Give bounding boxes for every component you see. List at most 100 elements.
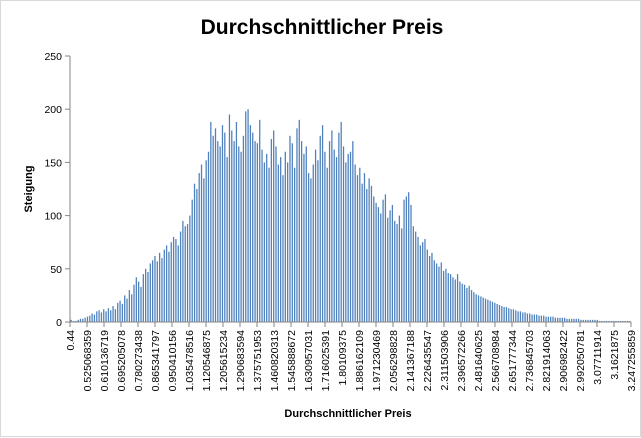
bar (624, 320, 626, 322)
bar (175, 239, 177, 322)
bar (96, 311, 98, 322)
x-tick-label: 1.035478516 (184, 330, 196, 391)
bar (140, 286, 142, 322)
bar (263, 162, 266, 322)
x-axis-label: Durchschnittlicher Preis (284, 408, 411, 420)
x-tick-label: 2.396572266 (456, 330, 468, 391)
bar (496, 303, 498, 322)
bar (154, 256, 156, 322)
bar (338, 132, 340, 322)
bar (403, 199, 405, 322)
bar (319, 135, 321, 322)
bar (422, 242, 424, 322)
bar (359, 167, 361, 322)
y-tick-label: 50 (50, 264, 62, 276)
x-tick-label: 2.821914063 (541, 330, 553, 391)
bar (498, 304, 501, 322)
x-tick-label: 2.736845703 (524, 330, 536, 391)
bar (117, 302, 119, 322)
bar (580, 319, 582, 322)
bar (466, 287, 468, 322)
bar (377, 207, 380, 322)
bar (429, 256, 431, 322)
bar (508, 308, 510, 322)
y-tick-label: 200 (44, 104, 62, 116)
bar (431, 252, 433, 322)
bar (226, 157, 228, 322)
bar (608, 320, 610, 322)
x-tick-label: 1.971230469 (371, 330, 383, 391)
y-axis: 0 50 100 150 200 250 (44, 51, 71, 329)
bar (221, 125, 224, 322)
x-tick-label: 1.716025391 (320, 330, 332, 391)
bar (287, 162, 289, 322)
bar (252, 132, 254, 322)
x-tick-label: 0.865341797 (150, 330, 162, 391)
bar (484, 298, 487, 322)
bar (228, 114, 231, 323)
bar (540, 315, 543, 322)
bar (401, 228, 403, 322)
bar (501, 306, 503, 322)
bar (138, 281, 140, 322)
x-tick-label: 2.141367188 (405, 330, 417, 391)
bar (98, 310, 100, 322)
x-tick-label: 3.07711914 (592, 330, 604, 385)
bar (363, 173, 366, 322)
bar (505, 307, 508, 322)
bar (284, 151, 286, 322)
bar (321, 125, 324, 322)
bar (571, 318, 573, 322)
bar-series (70, 109, 631, 323)
bar (277, 164, 279, 322)
bar (114, 309, 117, 322)
bar (384, 194, 387, 322)
bar (128, 290, 130, 322)
bar (536, 314, 538, 322)
bar (380, 213, 382, 322)
bar (566, 318, 568, 322)
bar (142, 274, 144, 322)
bar (131, 294, 133, 322)
bar (335, 157, 338, 322)
bar (249, 125, 252, 322)
bar (82, 318, 84, 322)
bar (405, 196, 408, 322)
bar (387, 217, 389, 322)
bar (610, 320, 612, 322)
bar (289, 135, 291, 322)
bar (293, 167, 296, 322)
bar (594, 319, 596, 322)
bar (110, 310, 112, 322)
bar (412, 226, 414, 322)
x-tick-label: 0.780273438 (133, 330, 145, 391)
bar (198, 173, 200, 322)
bar (629, 320, 631, 322)
bar (217, 141, 219, 322)
bar (179, 231, 182, 322)
bar (512, 309, 515, 322)
bar (410, 204, 412, 322)
chart-title: Durchschnittlicher Preis (201, 16, 444, 39)
bar (491, 301, 494, 322)
bar (182, 220, 184, 322)
bar (524, 312, 526, 322)
bar (310, 178, 312, 322)
bar (519, 311, 522, 322)
bar (454, 279, 456, 322)
bar (561, 317, 563, 322)
bar (212, 135, 214, 322)
bar (84, 317, 86, 322)
bar (456, 274, 459, 322)
bar (124, 295, 126, 322)
x-tick-label: 1.886162109 (354, 330, 366, 391)
bar (584, 319, 587, 322)
bar (224, 132, 226, 322)
bar (214, 128, 217, 322)
bar (282, 175, 284, 322)
bar (619, 320, 622, 322)
bar (463, 284, 466, 322)
x-tick-label: 1.460820313 (269, 330, 281, 391)
bar (605, 320, 608, 322)
